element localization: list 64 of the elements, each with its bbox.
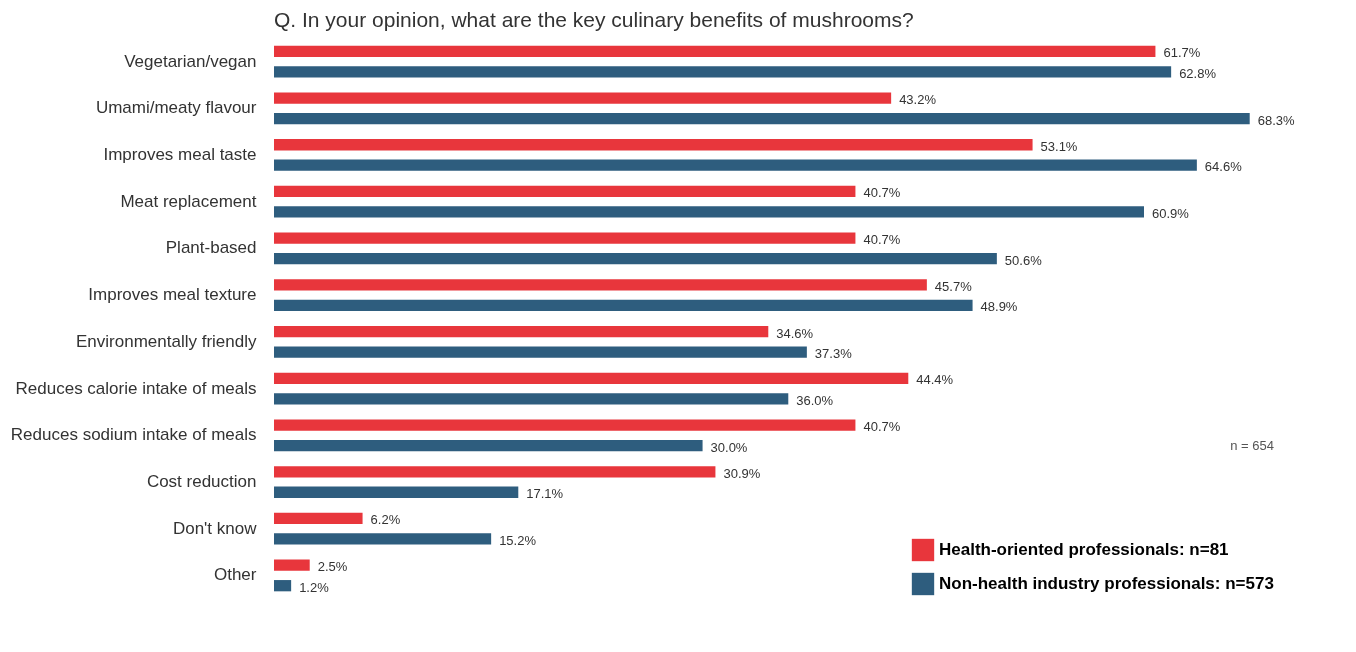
data-label: 62.8% [1179,65,1217,81]
data-label: 6.2% [370,512,401,528]
legend-label: Health-oriented professionals: n=81 [939,540,1229,559]
y-tick-label: Improves meal texture [88,285,257,305]
y-tick-label: Environmentally friendly [76,331,257,351]
bar [274,66,1172,78]
y-tick-label: Reduces calorie intake of meals [15,378,257,398]
y-tick-label: Meat replacement [120,191,257,211]
bar [274,419,856,431]
data-label: 15.2% [499,532,537,548]
data-label: 61.7% [1163,45,1201,61]
bar [274,466,716,478]
y-tick-label: Vegetarian/vegan [124,51,257,71]
data-label: 40.7% [863,185,901,201]
bar [274,486,519,498]
bar [274,512,363,525]
bar [274,139,1033,151]
bar [274,279,927,291]
data-label: 1.2% [299,579,330,595]
bar [274,92,892,104]
data-label: 30.9% [723,465,761,481]
data-label: 68.3% [1257,112,1296,128]
bar [274,299,973,312]
bar [274,580,292,592]
y-tick-label: Plant-based [165,238,257,258]
chart-title: Q. In your opinion, what are the key culinary benefits of mushrooms? [274,8,914,31]
data-label: 45.7% [934,278,973,294]
bar [274,559,310,571]
data-label: 30.0% [710,439,748,455]
data-label: 36.0% [796,392,834,408]
y-tick-label: Reduces sodium intake of meals [10,425,257,445]
data-label: 64.6% [1204,159,1243,175]
y-tick-label: Cost reduction [146,472,257,492]
y-tick-label: Umami/meaty flavour [95,98,257,118]
bar [274,533,492,545]
y-tick-label: Other [213,565,257,585]
bar [274,372,909,384]
data-label: 44.4% [916,372,954,388]
data-label: 53.1% [1040,138,1078,154]
data-label: 40.7% [863,232,901,248]
data-label: 17.1% [526,486,564,502]
bar [274,346,807,358]
data-label: 2.5% [317,559,348,575]
data-label: 60.9% [1152,205,1190,221]
bar [274,112,1250,125]
bar [274,393,789,405]
bar [274,253,997,265]
data-label: 48.9% [980,299,1018,315]
bar [274,45,1156,57]
data-label: 37.3% [814,346,853,362]
annotation: n = 654 [1230,438,1274,453]
data-label: 34.6% [776,325,814,341]
bar [274,232,856,244]
legend-label: Non-health industry professionals: n=573 [939,574,1274,593]
y-tick-label: Don't know [172,518,258,538]
bar [274,325,769,338]
data-label: 43.2% [899,92,937,108]
bar [274,206,1144,218]
data-label: 40.7% [863,419,901,435]
bar [274,185,856,198]
y-tick-label: Improves meal taste [103,144,257,164]
bar [274,159,1197,171]
bar [274,439,703,452]
data-label: 50.6% [1004,252,1043,268]
